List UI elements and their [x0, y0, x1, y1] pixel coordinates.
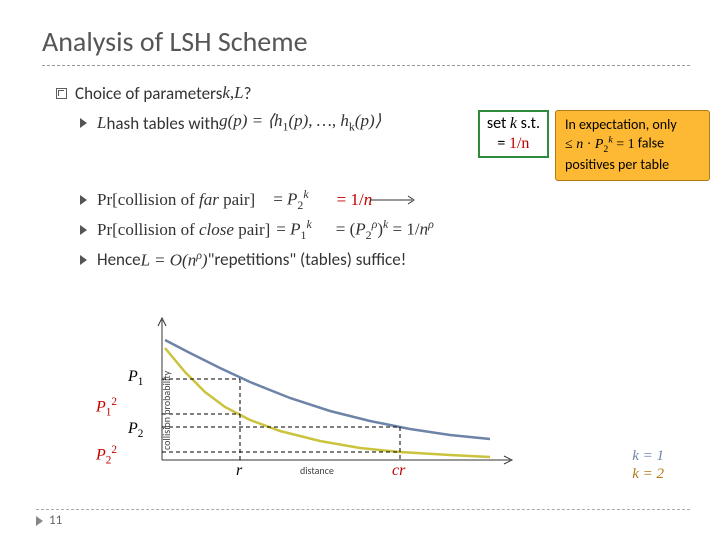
triangle-bullet-icon	[80, 195, 87, 205]
triangle-bullet-icon	[80, 255, 87, 265]
text: =	[497, 134, 509, 153]
label-cr: cr	[392, 462, 405, 480]
gp-formula: g(p) = ⟨h1(p), …, hk(p)⟩	[219, 111, 381, 134]
var-L: L	[97, 113, 106, 133]
legend-k1: k = 1	[632, 448, 664, 465]
callout-line1: In expectation, only	[565, 116, 677, 133]
bullet-params: Choice of parameters k, L ?	[56, 80, 710, 106]
page-number: 11	[36, 513, 690, 528]
var-k: k	[510, 115, 517, 132]
bullet-hash-tables: L hash tables with g(p) = ⟨h1(p), …, hk(…	[80, 110, 472, 136]
label-P2: P2	[128, 420, 143, 440]
text: false	[638, 135, 664, 152]
L-eq: L = O(nρ)	[141, 248, 208, 271]
close-pair-text: Pr[collision of close pair]	[97, 220, 270, 240]
bullet-far-pair: Pr[collision of far pair] = P2k = 1/n	[80, 187, 710, 213]
callout-line2: ≤ n · P2k = 1	[565, 137, 635, 152]
triangle-bullet-icon	[80, 118, 87, 128]
label-P1sq: P12	[96, 396, 117, 419]
eq: = P2k	[273, 187, 308, 213]
legend-k2: k = 2	[632, 466, 664, 483]
probability-chart: collision probability P1 P12 P2 P22 r cr…	[100, 310, 470, 490]
triangle-bullet-icon	[80, 225, 87, 235]
text: "repetitions" (tables) suffice!	[208, 249, 407, 270]
x-axis-label: distance	[300, 464, 334, 477]
footer: 11	[36, 509, 690, 528]
arrow-icon	[368, 191, 418, 209]
y-axis-label: collision probability	[160, 371, 173, 450]
green-set-box: set k s.t. = 1/n	[478, 110, 549, 158]
var-k: k	[222, 83, 230, 103]
var-L: L	[234, 83, 243, 103]
curve-k1	[165, 340, 490, 439]
label-P2sq: P22	[96, 444, 117, 467]
red-eq: = 1/n	[337, 190, 373, 210]
text: Hence	[97, 249, 141, 270]
text: set	[487, 114, 510, 133]
far-pair-text: Pr[collision of far pair]	[97, 190, 255, 210]
triangle-bullet-icon	[36, 516, 43, 526]
label-r: r	[236, 462, 242, 480]
green-box-container: set k s.t. = 1/n	[478, 110, 549, 158]
bullet-close-pair: Pr[collision of close pair] = P1k = (P2ρ…	[80, 217, 710, 243]
callout-line3: positives per table	[565, 156, 669, 173]
square-bullet-icon	[56, 88, 67, 99]
slide-title: Analysis of LSH Scheme	[0, 0, 720, 65]
content-area: Choice of parameters k, L ? L hash table…	[0, 66, 720, 273]
text: hash tables with	[106, 113, 219, 134]
text: s.t.	[517, 114, 540, 133]
orange-callout: In expectation, only ≤ n · P2k = 1 false…	[555, 110, 710, 181]
text: Choice of parameters	[75, 83, 222, 104]
label-P1: P1	[128, 368, 143, 388]
text: ?	[244, 83, 252, 104]
bullet-hence: Hence L = O(nρ) "repetitions" (tables) s…	[80, 247, 710, 273]
page-num-text: 11	[49, 513, 62, 528]
eq2: = (P2ρ)k = 1/nρ	[336, 217, 434, 243]
red-1n: 1/n	[509, 135, 529, 152]
eq: = P1k	[276, 217, 311, 243]
